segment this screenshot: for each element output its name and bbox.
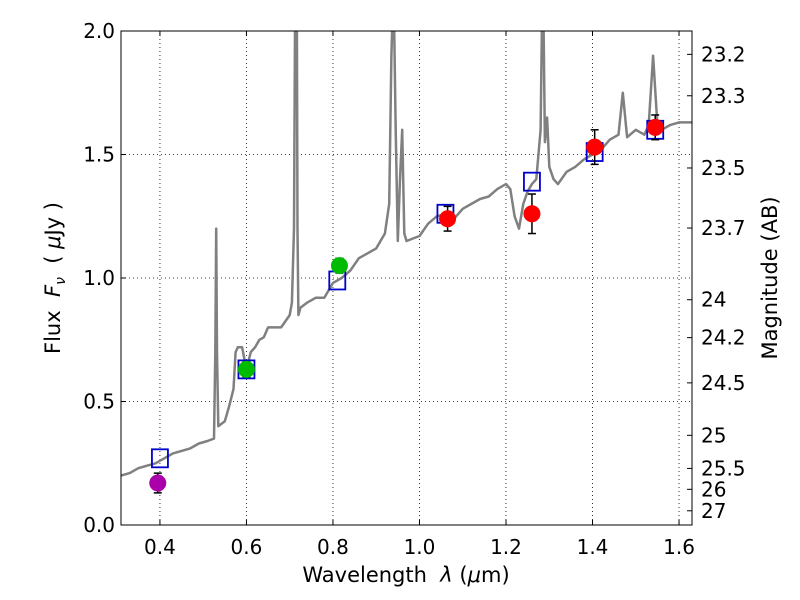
spectrum-line bbox=[121, 31, 692, 477]
x-tick-label: 1.4 bbox=[577, 535, 609, 559]
mag-tick-label: 23.2 bbox=[701, 42, 746, 66]
mag-tick-label: 26 bbox=[701, 477, 726, 501]
y-tick-label: 1.0 bbox=[83, 266, 115, 290]
observed-point bbox=[330, 257, 348, 275]
model-photometry-box bbox=[523, 171, 541, 192]
x-tick-label: 0.8 bbox=[317, 535, 349, 559]
data-layer bbox=[121, 31, 692, 494]
observed-point bbox=[439, 210, 457, 228]
x-tick-label: 1.6 bbox=[663, 535, 695, 559]
ticks: 0.4 0.6 0.8 1.0 1.2 1.4 1.6 0.0 0.5 1.0 1.5 2.0 23.2… bbox=[83, 19, 745, 559]
y-tick-label: 0.0 bbox=[83, 513, 115, 537]
mag-tick-label: 24.2 bbox=[701, 326, 746, 350]
y-axis-title: Flux Fν ( μJy ) bbox=[41, 202, 69, 354]
observed-point bbox=[149, 474, 167, 492]
observed-point bbox=[237, 360, 255, 378]
x-tick-label: 1.0 bbox=[404, 535, 436, 559]
x-axis-title: Wavelength λ (μm) bbox=[302, 563, 509, 587]
observed-point bbox=[523, 205, 541, 223]
x-tick-label: 0.4 bbox=[144, 535, 176, 559]
observed-point bbox=[586, 138, 604, 156]
x-tick-label: 0.6 bbox=[231, 535, 263, 559]
mag-tick-label: 23.5 bbox=[701, 156, 746, 180]
mag-tick-label: 24.5 bbox=[701, 371, 746, 395]
y-tick-label: 1.5 bbox=[83, 143, 115, 167]
mag-tick-label: 25.5 bbox=[701, 456, 746, 480]
model-photometry-box bbox=[151, 448, 169, 469]
mag-tick-label: 25 bbox=[701, 423, 726, 447]
mag-tick-label: 27 bbox=[701, 499, 726, 523]
mag-tick-label: 24 bbox=[701, 288, 726, 312]
y2-axis-title: Magnitude (AB) bbox=[758, 196, 782, 359]
mag-tick-label: 23.7 bbox=[701, 216, 746, 240]
y-tick-label: 2.0 bbox=[83, 19, 115, 43]
observed-point bbox=[646, 118, 664, 136]
y-tick-label: 0.5 bbox=[83, 390, 115, 414]
x-tick-label: 1.2 bbox=[490, 535, 522, 559]
mag-tick-label: 23.3 bbox=[701, 84, 746, 108]
